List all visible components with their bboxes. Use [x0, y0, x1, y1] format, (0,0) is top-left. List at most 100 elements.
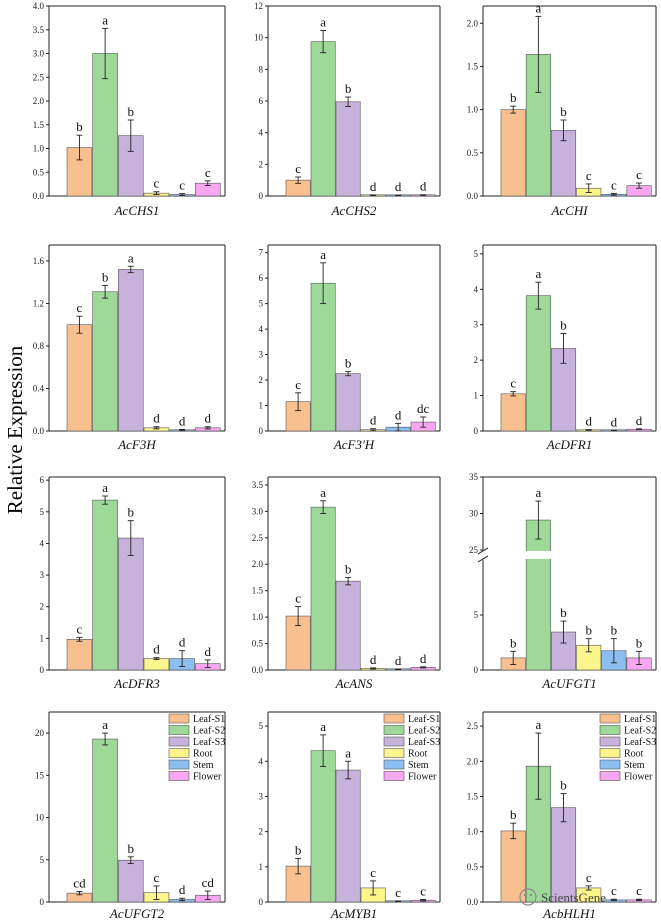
significance-letter: c: [611, 177, 617, 192]
y-tick-label: 15: [35, 770, 45, 780]
y-tick-label: 2: [40, 602, 45, 612]
legend-swatch-root: [383, 748, 405, 758]
y-tick-label: 4: [259, 756, 264, 766]
significance-letter: b: [560, 318, 567, 333]
significance-letter: b: [560, 104, 567, 119]
significance-letter: d: [153, 411, 160, 426]
y-tick-label: 1.6: [33, 256, 45, 266]
y-tick-label: 6: [259, 273, 264, 283]
error-bar: [204, 890, 211, 900]
y-tick-label: 0.5: [33, 167, 45, 177]
error-bar: [345, 760, 352, 780]
y-tick-label: 1.5: [467, 61, 479, 71]
significance-letter: d: [370, 179, 377, 194]
error-bar: [102, 27, 109, 80]
panel-title: AcDFR3: [113, 676, 160, 691]
error-bar: [535, 500, 542, 540]
legend-label: Leaf-S1: [193, 714, 225, 725]
y-tick-label: 2: [259, 375, 264, 385]
error-bar: [127, 520, 134, 556]
error-bar: [535, 732, 542, 800]
significance-letter: b: [128, 505, 135, 520]
bar-leaf-s3: [335, 769, 361, 903]
error-bar: [102, 495, 109, 505]
legend-swatch-leaf-s2: [168, 725, 190, 735]
error-bar: [560, 333, 567, 364]
y-tick-label: 0.0: [33, 191, 45, 201]
bar-root: [143, 658, 170, 671]
bar-leaf-s3: [335, 373, 361, 432]
error-bar: [636, 898, 643, 902]
y-tick-label: 2.0: [33, 96, 45, 106]
bar-leaf-s2: [92, 738, 118, 903]
legend-swatch-leaf-s2: [599, 725, 621, 735]
significance-letter: c: [636, 167, 642, 182]
y-tick-label: 1.5: [252, 586, 264, 596]
significance-letter: b: [345, 561, 352, 576]
significance-letter: d: [420, 651, 427, 666]
bar-leaf-s2: [92, 291, 118, 432]
y-tick-label: 1: [259, 401, 264, 411]
y-tick-label: 0.0: [467, 191, 479, 201]
panel-title: AcCHS1: [114, 203, 160, 218]
y-tick-label: 10: [254, 33, 264, 43]
significance-letter: cd: [202, 875, 215, 890]
bar-leaf-s3: [118, 269, 144, 432]
significance-letter: c: [77, 621, 83, 636]
y-tick-label: 0: [40, 897, 45, 907]
y-tick-label: 0.8: [33, 341, 45, 351]
significance-letter: c: [636, 883, 642, 898]
y-tick-label: 0: [474, 665, 479, 675]
error-bar: [127, 856, 134, 865]
error-bar: [295, 392, 302, 412]
y-tick-label: 4: [474, 284, 479, 294]
panel-acans: 0.0 0.5 1.0 1.5 2.0 2.5 3.0 3.5 c a b d d d AcANS: [252, 476, 441, 691]
y-tick-label: 0: [474, 426, 479, 436]
significance-letter: c: [295, 161, 301, 176]
error-bar: [295, 176, 302, 184]
significance-letter: d: [585, 414, 592, 429]
y-tick-label: 10: [35, 813, 45, 823]
panel-acchs2: 0 2 4 6 8 10 12 c a b d d d AcCHS2: [254, 1, 441, 218]
error-bar: [395, 422, 402, 432]
significance-letter: a: [102, 12, 108, 27]
error-bar: [636, 182, 643, 189]
panel-title: AcF3'H: [333, 437, 375, 452]
panel-acdfr1: 0 1 2 3 4 5 c a b d d d AcDFR1: [474, 244, 657, 452]
significance-letter: a: [320, 485, 326, 500]
error-bar: [560, 620, 567, 644]
error-bar: [320, 734, 327, 767]
significance-letter: d: [395, 407, 402, 422]
significance-letter: b: [76, 119, 83, 134]
error-bar: [610, 638, 617, 664]
error-bar: [395, 668, 402, 671]
significance-letter: a: [535, 0, 541, 15]
significance-letter: b: [611, 623, 618, 638]
y-tick-label: 0: [259, 426, 264, 436]
bar-leaf-s3: [335, 101, 361, 197]
error-bar: [636, 428, 643, 431]
error-bar: [510, 391, 517, 397]
significance-letter: c: [179, 178, 185, 193]
error-bar: [370, 194, 377, 196]
legend-swatch-leaf-s3: [168, 736, 190, 747]
error-bar: [153, 426, 160, 430]
y-tick-label: 5: [474, 610, 479, 620]
y-tick-label: 1: [40, 633, 45, 643]
significance-letter: c: [586, 168, 592, 183]
error-bar: [76, 315, 83, 334]
significance-letter: cd: [73, 875, 86, 890]
panel-title: AcCHS2: [331, 203, 377, 218]
significance-letter: d: [611, 414, 618, 429]
y-tick-label: 1.0: [467, 105, 479, 115]
legend-swatch-flower: [383, 771, 405, 781]
y-tick-label: 1.0: [252, 612, 264, 622]
significance-letter: a: [102, 717, 108, 732]
significance-letter: a: [345, 745, 351, 760]
y-tick-label: 5: [259, 721, 264, 731]
y-tick-label: 2.0: [467, 756, 479, 766]
significance-letter: b: [345, 356, 352, 371]
error-bar: [179, 428, 186, 431]
error-bar: [153, 657, 160, 661]
